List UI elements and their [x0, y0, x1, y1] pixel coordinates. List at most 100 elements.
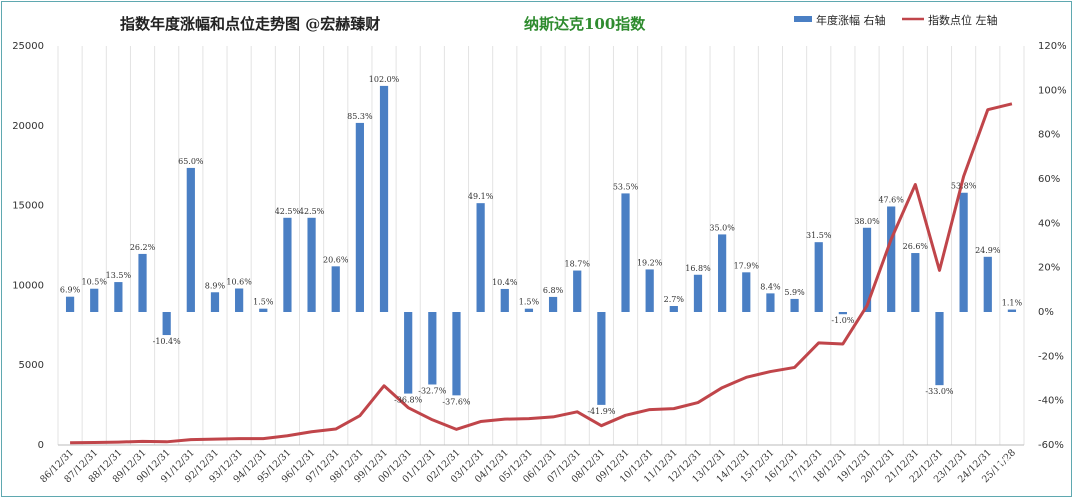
legend-bar-label: 年度涨幅 右轴: [816, 13, 886, 27]
bar-data-label: 85.3%: [347, 112, 373, 121]
year-change-bar: [959, 192, 968, 312]
bar-data-label: 53.8%: [951, 182, 977, 191]
bar-data-label: 49.1%: [468, 192, 494, 201]
chart-subtitle: 纳斯达克100指数: [524, 15, 646, 33]
year-change-bar: [887, 206, 896, 312]
bar-data-label: 6.8%: [543, 286, 564, 295]
y-right-tick-label: 20%: [1038, 263, 1060, 274]
year-change-bar: [259, 308, 268, 312]
year-change-bar: [210, 292, 220, 312]
year-change-bar: [404, 312, 413, 394]
bar-data-label: 8.9%: [205, 281, 226, 290]
bar-data-label: 2.7%: [664, 295, 685, 304]
bar-data-label: 10.5%: [82, 278, 108, 287]
y-left-tick-label: 0: [38, 440, 44, 451]
year-change-bar: [452, 312, 461, 396]
bar-data-label: 42.5%: [275, 207, 301, 216]
year-change-bar: [428, 312, 437, 385]
year-change-bar: [548, 296, 558, 312]
bar-data-label: 65.0%: [178, 157, 204, 166]
year-change-bar: [693, 274, 703, 312]
bar-data-label: 19.2%: [637, 258, 663, 267]
bar-data-label: 10.4%: [492, 278, 518, 287]
year-change-bar: [500, 288, 509, 312]
index-level-line: [70, 102, 1013, 445]
year-change-bar: [379, 85, 389, 313]
year-change-bar: [935, 312, 944, 386]
bar-data-label: -1.0%: [831, 316, 854, 325]
y-right-tick-label: -60%: [1038, 440, 1064, 451]
bar-data-label: 6.9%: [60, 286, 81, 295]
year-change-bar: [911, 253, 920, 312]
bar-data-label: 17.9%: [734, 261, 760, 270]
legend: 年度涨幅 右轴 指数点位 左轴: [794, 13, 998, 27]
bar-data-label: 20.6%: [323, 255, 349, 264]
bar-data-label: 26.6%: [903, 242, 929, 251]
y-axis-left: 0 5000 10000 15000 20000 25000: [12, 41, 44, 451]
year-change-bar: [162, 312, 171, 336]
y-right-tick-label: 120%: [1038, 41, 1067, 52]
bar-data-label: -37.6%: [442, 397, 471, 406]
bar-data-label: 102.0%: [369, 75, 400, 84]
year-change-bar: [573, 270, 582, 312]
year-change-bar: [355, 122, 364, 312]
y-right-tick-label: 40%: [1038, 218, 1060, 229]
y-right-tick-label: 0%: [1038, 307, 1054, 318]
data-labels: 6.9%10.5%13.5% 26.2% -10.4% 65.0% 8.9% 10.6% 1…: [60, 75, 1023, 416]
y-right-tick-label: 100%: [1038, 85, 1067, 96]
year-change-bar: [742, 272, 751, 312]
year-change-bar: [331, 266, 340, 312]
year-change-bar: [114, 282, 123, 312]
y-right-tick-label: -20%: [1038, 351, 1064, 362]
bar-data-label: 8.4%: [760, 282, 781, 291]
year-change-bar: [524, 308, 534, 312]
year-change-bar: [476, 203, 485, 312]
chart-title: 指数年度涨幅和点位走势图 @宏赫臻财: [120, 15, 380, 33]
year-change-bar: [983, 256, 992, 312]
year-change-bar: [766, 293, 775, 312]
bar-data-label: -41.9%: [587, 407, 616, 416]
bar-data-label: 18.7%: [565, 260, 591, 269]
x-axis: 86/12/3187/12/3188/12/3189/12/3190/12/31…: [38, 447, 1018, 485]
year-change-bar: [1007, 309, 1017, 312]
bar-data-label: 24.9%: [975, 246, 1001, 255]
year-change-bar: [138, 253, 147, 312]
y-left-tick-label: 5000: [19, 360, 44, 371]
year-change-bar: [90, 288, 99, 312]
y-right-tick-label: 60%: [1038, 174, 1060, 185]
year-change-bar: [283, 217, 292, 312]
year-change-bar: [838, 312, 847, 315]
bar-data-label: 5.9%: [784, 288, 805, 297]
bar-data-label: 1.5%: [253, 298, 274, 307]
bar-data-label: 35.0%: [709, 223, 735, 232]
year-change-bar: [814, 242, 823, 312]
year-change-bar: [235, 288, 244, 312]
y-left-tick-label: 20000: [12, 121, 44, 132]
bar-data-label: -33.0%: [925, 387, 954, 396]
y-left-tick-label: 10000: [12, 280, 44, 291]
year-change-bar: [790, 298, 799, 312]
bar-series: [65, 85, 1017, 405]
year-change-bar: [645, 269, 654, 312]
year-change-bar: [621, 193, 630, 312]
year-change-bar: [862, 227, 872, 312]
year-change-bar: [718, 234, 727, 312]
y-left-tick-label: 15000: [12, 201, 44, 212]
line-series: [70, 102, 1013, 445]
legend-line-label: 指数点位 左轴: [928, 13, 998, 27]
bar-data-label: 1.5%: [519, 298, 540, 307]
year-change-bar: [669, 306, 678, 312]
bar-data-label: -36.8%: [394, 396, 423, 405]
legend-bar-swatch: [794, 16, 812, 22]
gridlines: [57, 46, 1025, 446]
bar-data-label: 13.5%: [106, 271, 132, 280]
y-right-tick-label: 80%: [1038, 130, 1060, 141]
bar-data-label: -32.7%: [418, 386, 447, 395]
watermark-text: 长江吉游戏坊: [984, 457, 1068, 474]
year-change-bar: [186, 167, 195, 312]
bar-data-label: 1.1%: [1002, 299, 1023, 308]
bar-data-label: 10.6%: [226, 278, 252, 287]
bar-data-label: -10.4%: [153, 337, 182, 346]
